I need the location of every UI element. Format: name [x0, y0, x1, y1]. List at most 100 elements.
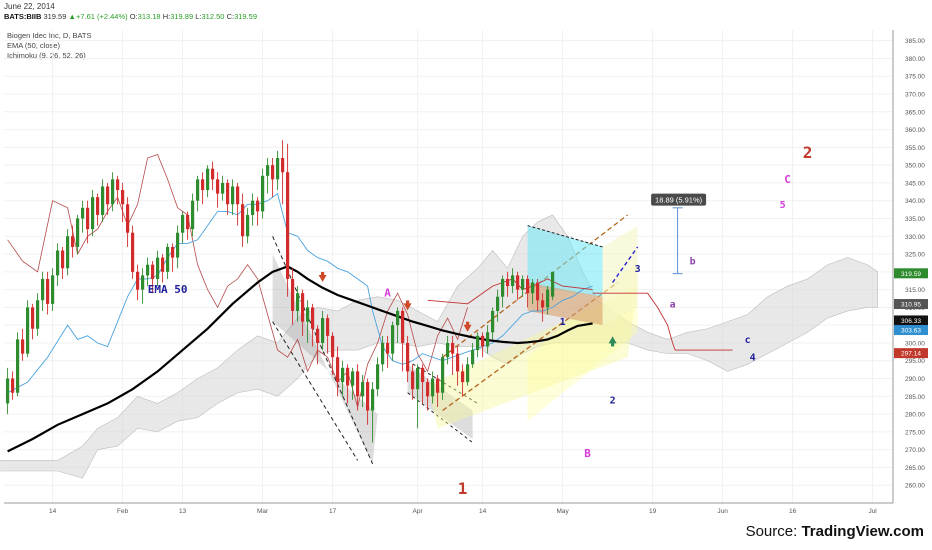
candle-body — [391, 325, 394, 353]
candle-body — [541, 300, 544, 307]
wave-label: 1 — [560, 317, 566, 328]
wave-label: 5 — [780, 200, 786, 211]
price-badge-text: 310.95 — [901, 302, 921, 309]
candle-body — [161, 258, 164, 272]
sell-arrow-icon — [319, 275, 327, 282]
x-tick-label: 14 — [49, 508, 57, 515]
candle-body — [11, 379, 14, 393]
y-tick-label: 375.00 — [905, 74, 925, 81]
candle-body — [496, 297, 499, 311]
y-tick-label: 355.00 — [905, 145, 925, 152]
candle-body — [86, 208, 89, 229]
candle-body — [36, 300, 39, 328]
candle-body — [166, 247, 169, 272]
x-tick-label: 19 — [649, 508, 657, 515]
wave-label: A — [384, 287, 391, 300]
y-tick-label: 300.00 — [905, 340, 925, 347]
candle-body — [441, 357, 444, 393]
measure-text: 18.89 (5.91%) — [655, 196, 703, 205]
candle-body — [211, 169, 214, 180]
candle-body — [481, 336, 484, 347]
y-tick-label: 385.00 — [905, 38, 925, 45]
candle-body — [516, 275, 519, 289]
y-tick-label: 260.00 — [905, 483, 925, 490]
candle-body — [26, 307, 29, 353]
candle-body — [351, 371, 354, 385]
candle-body — [411, 371, 414, 389]
candle-body — [176, 233, 179, 258]
candle-body — [21, 339, 24, 353]
candle-body — [116, 179, 119, 190]
candle-body — [41, 279, 44, 300]
candle-body — [456, 354, 459, 372]
candle-body — [151, 265, 154, 279]
candle-body — [96, 197, 99, 215]
y-tick-label: 350.00 — [905, 163, 925, 170]
candle-body — [336, 357, 339, 382]
x-tick-label: Apr — [413, 508, 424, 515]
candle-body — [6, 379, 9, 404]
source-credit: Source: TradingView.com — [746, 523, 924, 540]
x-tick-label: Mar — [257, 508, 269, 515]
candle-body — [56, 250, 59, 275]
candle-body — [251, 201, 254, 215]
candle-body — [506, 279, 509, 286]
y-tick-label: 275.00 — [905, 429, 925, 436]
candle-body — [216, 179, 219, 193]
y-tick-label: 315.00 — [905, 287, 925, 294]
candle-body — [231, 186, 234, 204]
candle-body — [266, 165, 269, 176]
candle-body — [356, 371, 359, 396]
wave-label: EMA 50 — [148, 283, 188, 296]
candle-body — [301, 293, 304, 321]
x-tick-label: Jul — [868, 508, 877, 515]
y-tick-label: 295.00 — [905, 358, 925, 365]
candle-body — [326, 318, 329, 336]
wave-label: 3 — [635, 264, 641, 275]
y-tick-label: 365.00 — [905, 109, 925, 116]
candle-body — [531, 283, 534, 294]
y-tick-label: 345.00 — [905, 180, 925, 187]
x-tick-label: 13 — [179, 508, 187, 515]
x-tick-label: Feb — [117, 508, 129, 515]
candle-body — [471, 350, 474, 364]
y-tick-label: 370.00 — [905, 92, 925, 99]
candle-body — [361, 382, 364, 396]
candle-body — [46, 279, 49, 304]
candle-body — [146, 265, 149, 276]
candle-body — [136, 272, 139, 290]
candle-body — [451, 343, 454, 354]
candle-body — [171, 247, 174, 258]
candle-body — [376, 364, 379, 389]
candle-body — [421, 368, 424, 382]
candle-body — [371, 389, 374, 410]
candle-body — [141, 275, 144, 289]
y-tick-label: 325.00 — [905, 252, 925, 259]
y-tick-label: 285.00 — [905, 394, 925, 401]
candle-body — [31, 307, 34, 328]
candle-body — [311, 307, 314, 328]
candle-body — [206, 169, 209, 190]
candle-body — [246, 215, 249, 236]
candle-body — [346, 368, 349, 386]
x-tick-label: 17 — [329, 508, 337, 515]
candle-body — [396, 311, 399, 325]
candle-body — [101, 186, 104, 214]
candle-body — [521, 279, 524, 290]
candle-body — [416, 368, 419, 389]
y-tick-label: 380.00 — [905, 56, 925, 63]
candle-body — [381, 343, 384, 364]
candle-body — [511, 275, 514, 286]
candle-body — [321, 318, 324, 343]
wave-label: 2 — [610, 395, 616, 406]
candle-body — [366, 382, 369, 410]
candle-body — [196, 179, 199, 200]
wave-label: C — [784, 173, 791, 186]
candle-body — [431, 379, 434, 397]
candle-body — [331, 336, 334, 357]
candle-body — [221, 183, 224, 194]
wave-label: 2 — [803, 143, 813, 162]
source-brand: TradingView.com — [801, 523, 924, 540]
candle-body — [401, 311, 404, 343]
wave-label: B — [584, 447, 591, 460]
